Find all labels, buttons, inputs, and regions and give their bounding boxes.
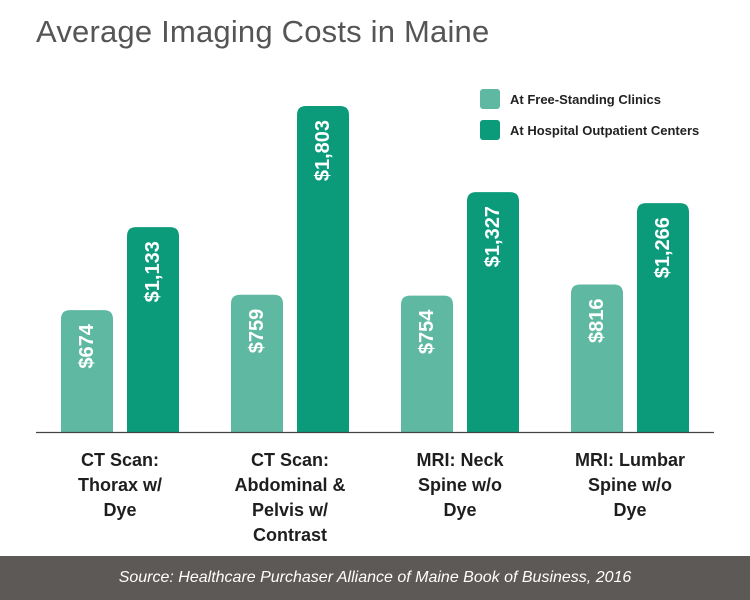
bar-hospital-0 — [127, 227, 179, 432]
category-line: Spine w/o — [417, 475, 502, 495]
bar-hospital-2 — [467, 192, 519, 432]
bar-value-label: $1,133 — [142, 241, 164, 302]
category-line: Spine w/o — [587, 475, 672, 495]
category-line: Dye — [613, 500, 647, 520]
bar-value-label: $816 — [586, 298, 608, 343]
legend-item-hospital: At Hospital Outpatient Centers — [480, 120, 699, 140]
source-text: Source: Healthcare Purchaser Alliance of… — [118, 569, 632, 586]
category-line: Dye — [103, 500, 137, 520]
category-line: MRI: Lumbar — [575, 450, 685, 470]
category-label-mri-neck: MRI: Neck Spine w/o Dye — [385, 448, 535, 523]
bar-value-label: $1,803 — [312, 120, 334, 181]
category-line: CT Scan: — [80, 450, 159, 470]
category-line: Abdominal & — [234, 475, 346, 495]
bar-value-label: $759 — [246, 309, 268, 354]
category-label-ct-abdominal: CT Scan: Abdominal & Pelvis w/ Contrast — [215, 448, 365, 548]
source-footer: Source: Healthcare Purchaser Alliance of… — [0, 556, 750, 600]
category-label-mri-lumbar: MRI: Lumbar Spine w/o Dye — [555, 448, 705, 523]
bar-free-standing-1 — [231, 294, 283, 432]
legend-swatch-hospital — [480, 120, 500, 140]
bar-value-label: $674 — [76, 323, 98, 368]
legend-item-free-standing: At Free-Standing Clinics — [480, 89, 661, 109]
category-line: Pelvis w/ — [251, 500, 329, 520]
bar-hospital-1 — [297, 106, 349, 432]
bar-value-label: $1,266 — [652, 217, 674, 278]
category-line: MRI: Neck — [416, 450, 504, 470]
legend-swatch-free-standing — [480, 89, 500, 109]
legend-label-free-standing: At Free-Standing Clinics — [510, 91, 661, 107]
category-label-ct-thorax: CT Scan: Thorax w/ Dye — [45, 448, 195, 523]
category-line: Thorax w/ — [77, 475, 162, 495]
bar-hospital-3 — [637, 203, 689, 432]
bar-free-standing-3 — [571, 284, 623, 432]
bar-value-label: $754 — [416, 309, 438, 354]
category-line: Dye — [443, 500, 477, 520]
category-line: CT Scan: — [250, 450, 329, 470]
category-line: Contrast — [252, 525, 327, 545]
legend-label-hospital: At Hospital Outpatient Centers — [510, 122, 700, 138]
bar-free-standing-0 — [61, 310, 113, 432]
bar-value-label: $1,327 — [482, 206, 504, 267]
bar-chart: $674 $759 $754 $816 $1,133 $1,803 $1,327 $1,266 — [36, 106, 714, 434]
bar-free-standing-2 — [401, 295, 453, 432]
chart-title: Average Imaging Costs in Maine — [36, 14, 490, 49]
